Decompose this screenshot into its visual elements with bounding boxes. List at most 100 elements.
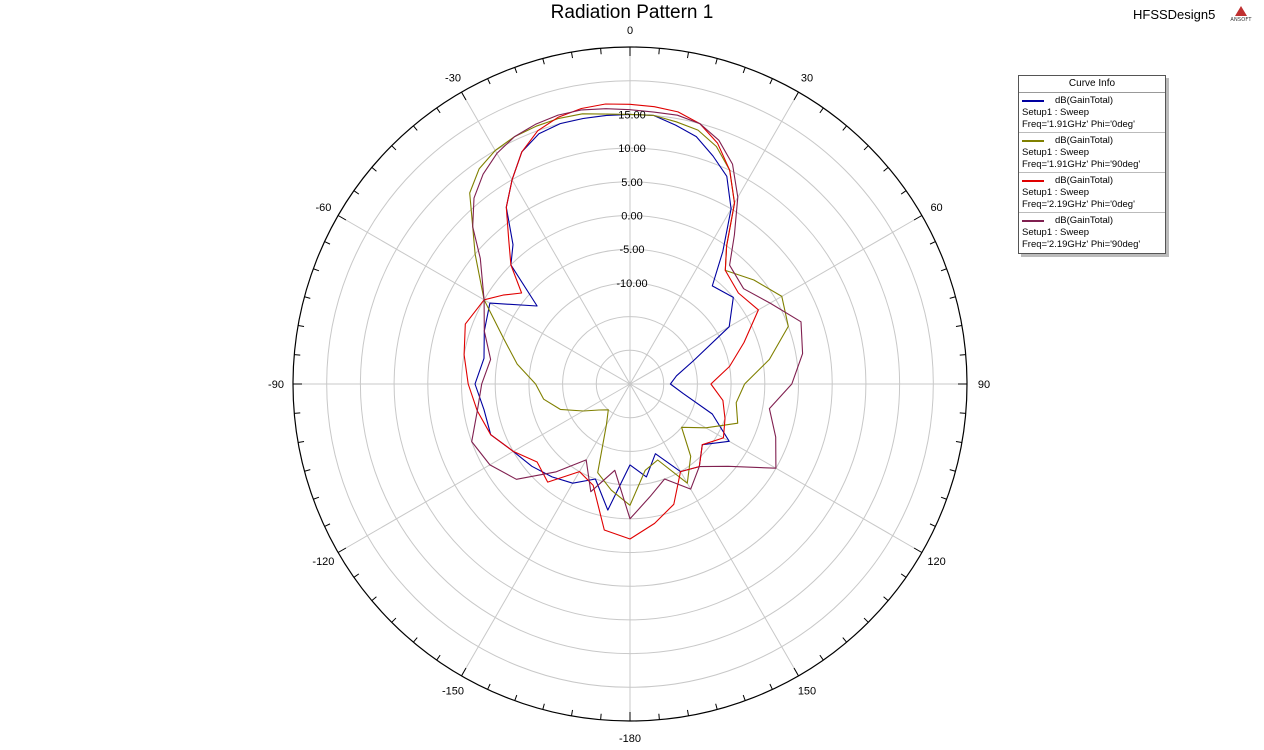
angular-tick: [461, 91, 467, 101]
angular-tick: [742, 694, 746, 701]
angular-tick: [294, 354, 301, 356]
legend-params: Freq='2.19GHz' Phi='0deg': [1022, 199, 1135, 210]
radial-label: -10.00: [616, 278, 647, 290]
legend-setup: Setup1 : Sweep: [1022, 107, 1090, 118]
legend-entry[interactable]: dB(GainTotal) Setup1 : Sweep Freq='2.19G…: [1019, 213, 1165, 253]
legend-entry[interactable]: dB(GainTotal) Setup1 : Sweep Freq='1.91G…: [1019, 93, 1165, 133]
angular-tick: [959, 412, 966, 414]
logo-triangle-icon: [1235, 6, 1247, 16]
angular-tick: [949, 296, 956, 299]
ansoft-logo-icon: ANSOFT: [1226, 6, 1256, 26]
angular-tick: [371, 596, 377, 602]
angular-tick: [769, 683, 773, 690]
grid-spoke: [461, 383, 631, 677]
angular-tick: [313, 496, 320, 500]
angular-tick: [487, 78, 491, 85]
series-layer: [463, 103, 804, 540]
series-line: [474, 113, 734, 511]
angular-tick: [304, 469, 311, 472]
angular-tick: [686, 52, 690, 59]
legend-swatch: [1022, 180, 1044, 182]
legend-setup: Setup1 : Sweep: [1022, 187, 1090, 198]
legend-params: Freq='1.91GHz' Phi='0deg': [1022, 119, 1135, 130]
angular-tick: [324, 241, 331, 245]
series-line: [471, 108, 804, 520]
angular-tick: [929, 523, 936, 527]
angular-tick: [842, 637, 848, 643]
grid-spoke: [629, 215, 923, 385]
legend-quantity: dB(GainTotal): [1055, 215, 1114, 226]
angular-tick: [793, 91, 799, 101]
angular-tick: [570, 52, 574, 59]
angular-tick: [542, 58, 545, 65]
angular-tick: [769, 78, 773, 85]
grid-spoke: [337, 383, 631, 553]
logo-text: ANSOFT: [1230, 17, 1252, 23]
angular-tick: [542, 703, 545, 710]
angle-label: 0: [627, 25, 633, 37]
angular-tick: [337, 547, 347, 553]
legend-title: Curve Info: [1019, 76, 1165, 93]
grid-spoke: [629, 383, 799, 677]
angular-tick: [487, 683, 491, 690]
angular-tick: [658, 48, 660, 55]
angular-tick: [959, 354, 966, 356]
angular-tick: [863, 617, 869, 623]
angular-tick: [600, 713, 602, 720]
radial-label: 5.00: [621, 177, 642, 189]
angle-label: -180: [619, 733, 641, 745]
angle-label: -90: [268, 379, 284, 391]
angle-label: 90: [978, 379, 990, 391]
angle-label: -120: [312, 556, 334, 568]
angular-tick: [353, 190, 360, 195]
legend-entry[interactable]: dB(GainTotal) Setup1 : Sweep Freq='2.19G…: [1019, 173, 1165, 213]
angular-tick: [955, 324, 962, 328]
angular-tick: [863, 145, 869, 151]
grid-spoke: [629, 91, 799, 385]
angular-tick: [686, 709, 690, 716]
angular-tick: [819, 654, 824, 661]
series-line: [463, 103, 759, 540]
legend-swatch: [1022, 220, 1044, 222]
angular-tick: [570, 709, 574, 716]
design-name: HFSSDesign5: [1133, 7, 1216, 22]
angular-tick: [742, 67, 746, 74]
legend-quantity: dB(GainTotal): [1055, 135, 1114, 146]
angular-tick: [900, 190, 907, 195]
angular-tick: [929, 241, 936, 245]
radial-label: 0.00: [621, 211, 642, 223]
angular-tick: [913, 215, 923, 221]
legend-swatch: [1022, 100, 1044, 102]
legend-entry[interactable]: dB(GainTotal) Setup1 : Sweep Freq='1.91G…: [1019, 133, 1165, 173]
angular-tick: [514, 67, 518, 74]
radial-label: -5.00: [619, 244, 644, 256]
angular-tick: [600, 48, 602, 55]
angular-tick: [298, 324, 305, 328]
series-line: [469, 113, 789, 506]
chart-title: Radiation Pattern 1: [550, 2, 714, 23]
legend-quantity: dB(GainTotal): [1055, 95, 1114, 106]
angular-ticks: [293, 47, 967, 721]
angular-tick: [391, 617, 397, 623]
radial-label: 10.00: [618, 143, 646, 155]
angle-label: 150: [798, 686, 816, 698]
curve-info-legend[interactable]: Curve Info dB(GainTotal) Setup1 : Sweep …: [1018, 75, 1166, 254]
angle-label: 30: [801, 72, 813, 84]
angular-tick: [949, 469, 956, 472]
angular-tick: [900, 573, 907, 578]
angular-tick: [514, 694, 518, 701]
angular-tick: [913, 547, 923, 553]
angle-label: -60: [315, 202, 331, 214]
angular-tick: [940, 268, 947, 272]
angular-tick: [883, 596, 889, 602]
angle-label: -30: [445, 72, 461, 84]
angular-tick: [883, 166, 889, 172]
angle-label: -150: [442, 686, 464, 698]
angular-tick: [298, 440, 305, 444]
legend-quantity: dB(GainTotal): [1055, 175, 1114, 186]
angular-tick: [436, 107, 441, 114]
legend-params: Freq='2.19GHz' Phi='90deg': [1022, 239, 1141, 250]
angular-tick: [294, 412, 301, 414]
angular-tick: [324, 523, 331, 527]
grid-spoke: [461, 91, 631, 385]
